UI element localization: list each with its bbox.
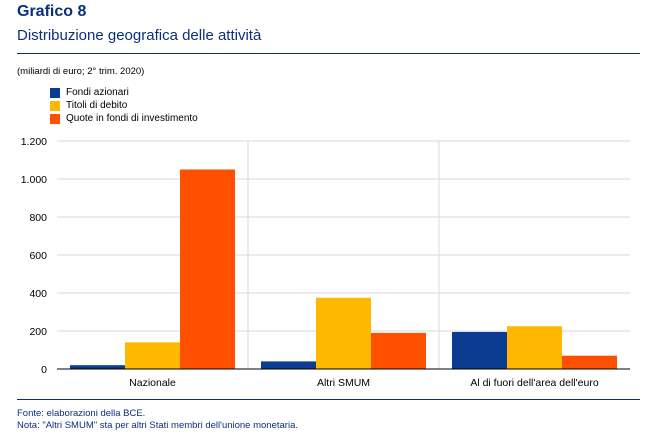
chart-subtitle: Distribuzione geografica delle attività [17, 27, 262, 44]
bar [562, 355, 617, 369]
legend-swatch [50, 87, 60, 98]
legend-label: Quote in fondi di investimento [66, 113, 198, 124]
y-tick-label: 600 [29, 250, 47, 262]
header-divider [17, 53, 640, 54]
x-category-label: Nazionale [129, 377, 176, 389]
y-tick-label: 0 [41, 364, 47, 376]
legend-label: Fondi azionari [66, 87, 129, 98]
y-tick-label: 1.000 [21, 174, 47, 186]
footnote: Nota: "Altri SMUM" sta per altri Stati m… [17, 420, 298, 431]
chart-footer: Fonte: elaborazioni della BCE. Nota: "Al… [17, 408, 298, 432]
y-tick-label: 200 [29, 326, 47, 338]
legend-swatch [50, 100, 60, 111]
bar [180, 169, 235, 369]
source-note: Fonte: elaborazioni della BCE. [17, 408, 146, 419]
bar [316, 297, 371, 369]
bar [371, 332, 426, 369]
legend-item-debt-securities: Titoli di debito [50, 99, 198, 112]
bar [507, 326, 562, 369]
legend-item-fund-shares: Quote in fondi di investimento [50, 112, 198, 125]
chart-legend: Fondi azionari Titoli di debito Quote in… [50, 86, 198, 125]
legend-swatch [50, 113, 60, 124]
y-tick-label: 800 [29, 212, 47, 224]
unit-label: (miliardi di euro; 2° trim. 2020) [17, 66, 145, 77]
bar [125, 342, 180, 369]
chart-title: Grafico 8 [17, 3, 87, 20]
legend-item-equity-funds: Fondi azionari [50, 86, 198, 99]
x-category-label: Al di fuori dell'area dell'euro [470, 377, 598, 389]
bar [70, 365, 125, 369]
legend-label: Titoli di debito [66, 100, 128, 111]
x-category-label: Altri SMUM [317, 377, 370, 389]
footer-divider [17, 399, 640, 400]
bar-chart: 0 200 400 600 800 1.000 1.200 Nazionale Altri SM… [21, 136, 630, 389]
y-tick-label: 400 [29, 288, 47, 300]
bar [452, 331, 507, 369]
bar [261, 361, 316, 369]
y-tick-label: 1.200 [21, 136, 47, 148]
